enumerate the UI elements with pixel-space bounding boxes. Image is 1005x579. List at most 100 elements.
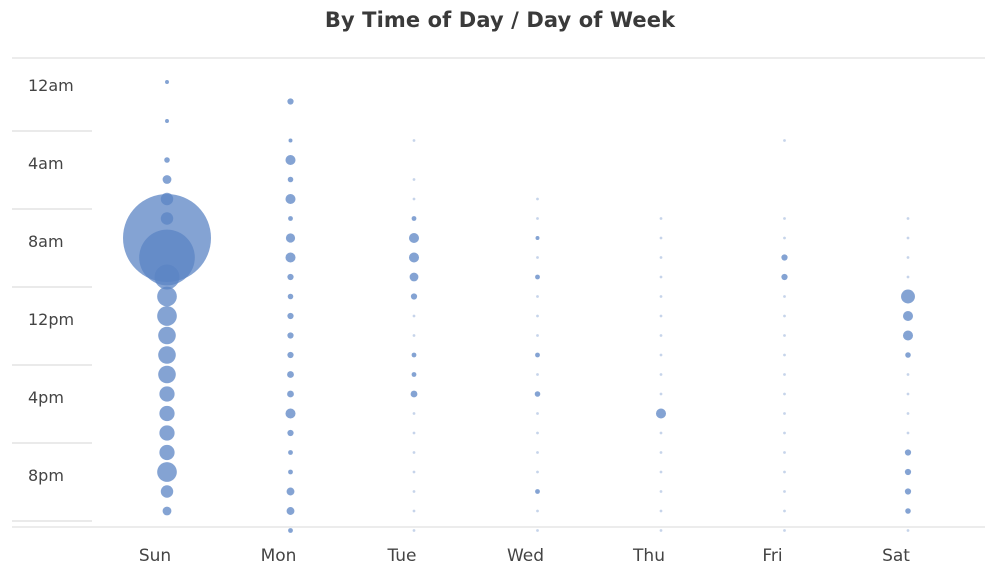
bubble-sat-h21 [904, 488, 912, 495]
bubble-sat-h10 [906, 275, 910, 279]
bubble-fri-h20 [783, 470, 786, 474]
bubble-tue-h7 [411, 216, 417, 221]
bubble-sat-h11 [901, 289, 915, 304]
bubble-thu-h18 [659, 431, 663, 435]
chart-title: By Time of Day / Day of Week [324, 8, 676, 32]
bubble-fri-h23 [783, 529, 786, 532]
x-tick-label: Mon [261, 546, 297, 566]
bubble-mon-h16 [287, 390, 294, 398]
bubble-sun-h2 [165, 119, 169, 123]
bubble-sat-h17 [906, 412, 910, 415]
bubble-sun-h11 [157, 286, 177, 307]
bubble-fri-h12 [783, 314, 786, 318]
bubble-wed-h17 [536, 412, 539, 415]
bubble-thu-h15 [659, 373, 663, 376]
bubble-thu-h16 [659, 392, 663, 396]
bubble-tue-h10 [409, 272, 419, 282]
bubble-mon-h5 [287, 176, 294, 183]
bubble-thu-h21 [659, 490, 663, 493]
bubble-mon-h10 [287, 273, 294, 281]
bubble-tue-h11 [410, 293, 418, 300]
bubble-sat-h7 [906, 217, 910, 220]
bubble-sun-h9 [139, 229, 195, 286]
bubble-sun-h16 [159, 386, 175, 402]
bubble-sat-h19 [904, 449, 912, 456]
bubble-thu-h7 [659, 217, 663, 220]
bubble-fri-h9 [781, 254, 788, 261]
bubble-wed-h13 [536, 334, 539, 337]
bubble-sat-h9 [906, 256, 910, 259]
bubble-mon-h3 [288, 138, 293, 143]
bubble-thu-h10 [659, 275, 663, 279]
bubble-wed-h19 [536, 451, 539, 454]
y-tick-label: 12am [28, 76, 74, 95]
bubble-sat-h8 [906, 236, 910, 240]
bubble-wed-h15 [536, 373, 539, 376]
bubble-mon-h15 [287, 371, 294, 378]
bubble-tue-h13 [412, 334, 416, 337]
bubble-wed-h6 [536, 197, 539, 201]
bubble-sat-h15 [906, 373, 910, 376]
bubble-tue-h22 [412, 509, 416, 513]
bubble-sun-h18 [159, 425, 175, 441]
bubble-tue-h23 [412, 529, 416, 532]
bubble-sat-h12 [902, 310, 914, 322]
bubble-thu-h11 [659, 295, 663, 298]
x-axis-ticks: Sun Mon Tue Wed Thu Fri Sat [139, 546, 910, 566]
bubble-mon-h4 [285, 154, 296, 166]
bubble-tue-h18 [412, 431, 416, 435]
bubble-mon-h7 [288, 216, 293, 221]
x-tick-label: Sat [882, 546, 910, 566]
bubble-tue-h16 [410, 390, 418, 398]
bubble-wed-h7 [536, 217, 539, 220]
bubble-fri-h15 [783, 373, 786, 376]
bubble-wed-h16 [534, 391, 541, 397]
bubble-sun-h17 [159, 405, 175, 422]
bubble-mon-h9 [285, 252, 296, 263]
bubble-fri-h14 [783, 353, 786, 357]
bubble-sun-h15 [158, 365, 176, 384]
bubble-thu-h12 [659, 314, 663, 318]
bubble-tue-h17 [412, 412, 416, 415]
y-tick-label: 4am [28, 154, 64, 173]
bubble-mon-h17 [285, 408, 296, 419]
bubble-sun-h19 [159, 444, 175, 461]
bubble-sat-h13 [902, 330, 914, 341]
bubble-wed-h20 [536, 470, 539, 474]
bubble-sun-h21 [160, 485, 174, 498]
bubble-fri-h17 [783, 412, 786, 415]
bubble-thu-h22 [659, 509, 663, 513]
bubble-layer [123, 80, 915, 533]
y-tick-label: 12pm [28, 310, 74, 329]
bubble-thu-h13 [659, 334, 663, 337]
bubble-sun-h0 [165, 80, 169, 84]
bubble-thu-h9 [659, 256, 663, 259]
bubble-sat-h22 [905, 508, 911, 514]
y-tick-label: 8am [28, 232, 64, 251]
bubble-mon-h19 [288, 450, 293, 455]
bubble-sun-h12 [157, 306, 177, 326]
bubble-fri-h21 [783, 490, 786, 493]
bubble-thu-h20 [659, 470, 663, 474]
bubble-fri-h18 [783, 431, 786, 435]
bubble-mon-h11 [287, 293, 294, 300]
bubble-wed-h12 [536, 314, 539, 318]
bubble-mon-h20 [288, 469, 293, 475]
bubble-mon-h1 [287, 98, 294, 105]
bubble-wed-h18 [536, 431, 539, 435]
bubble-sat-h23 [906, 529, 910, 532]
bubble-sun-h20 [157, 462, 177, 482]
bubble-fri-h16 [783, 392, 786, 396]
bubble-sat-h14 [905, 352, 911, 358]
bubble-mon-h18 [287, 429, 294, 437]
bubble-tue-h3 [412, 139, 416, 142]
bubble-mon-h6 [285, 193, 296, 205]
bubble-sat-h20 [904, 468, 912, 476]
bubble-tue-h5 [412, 178, 416, 181]
bubble-sun-h22 [162, 506, 172, 516]
bubble-wed-h8 [535, 236, 540, 240]
bubble-sun-h10 [154, 264, 180, 290]
bubble-mon-h12 [287, 312, 294, 320]
bubble-fri-h8 [783, 236, 786, 240]
